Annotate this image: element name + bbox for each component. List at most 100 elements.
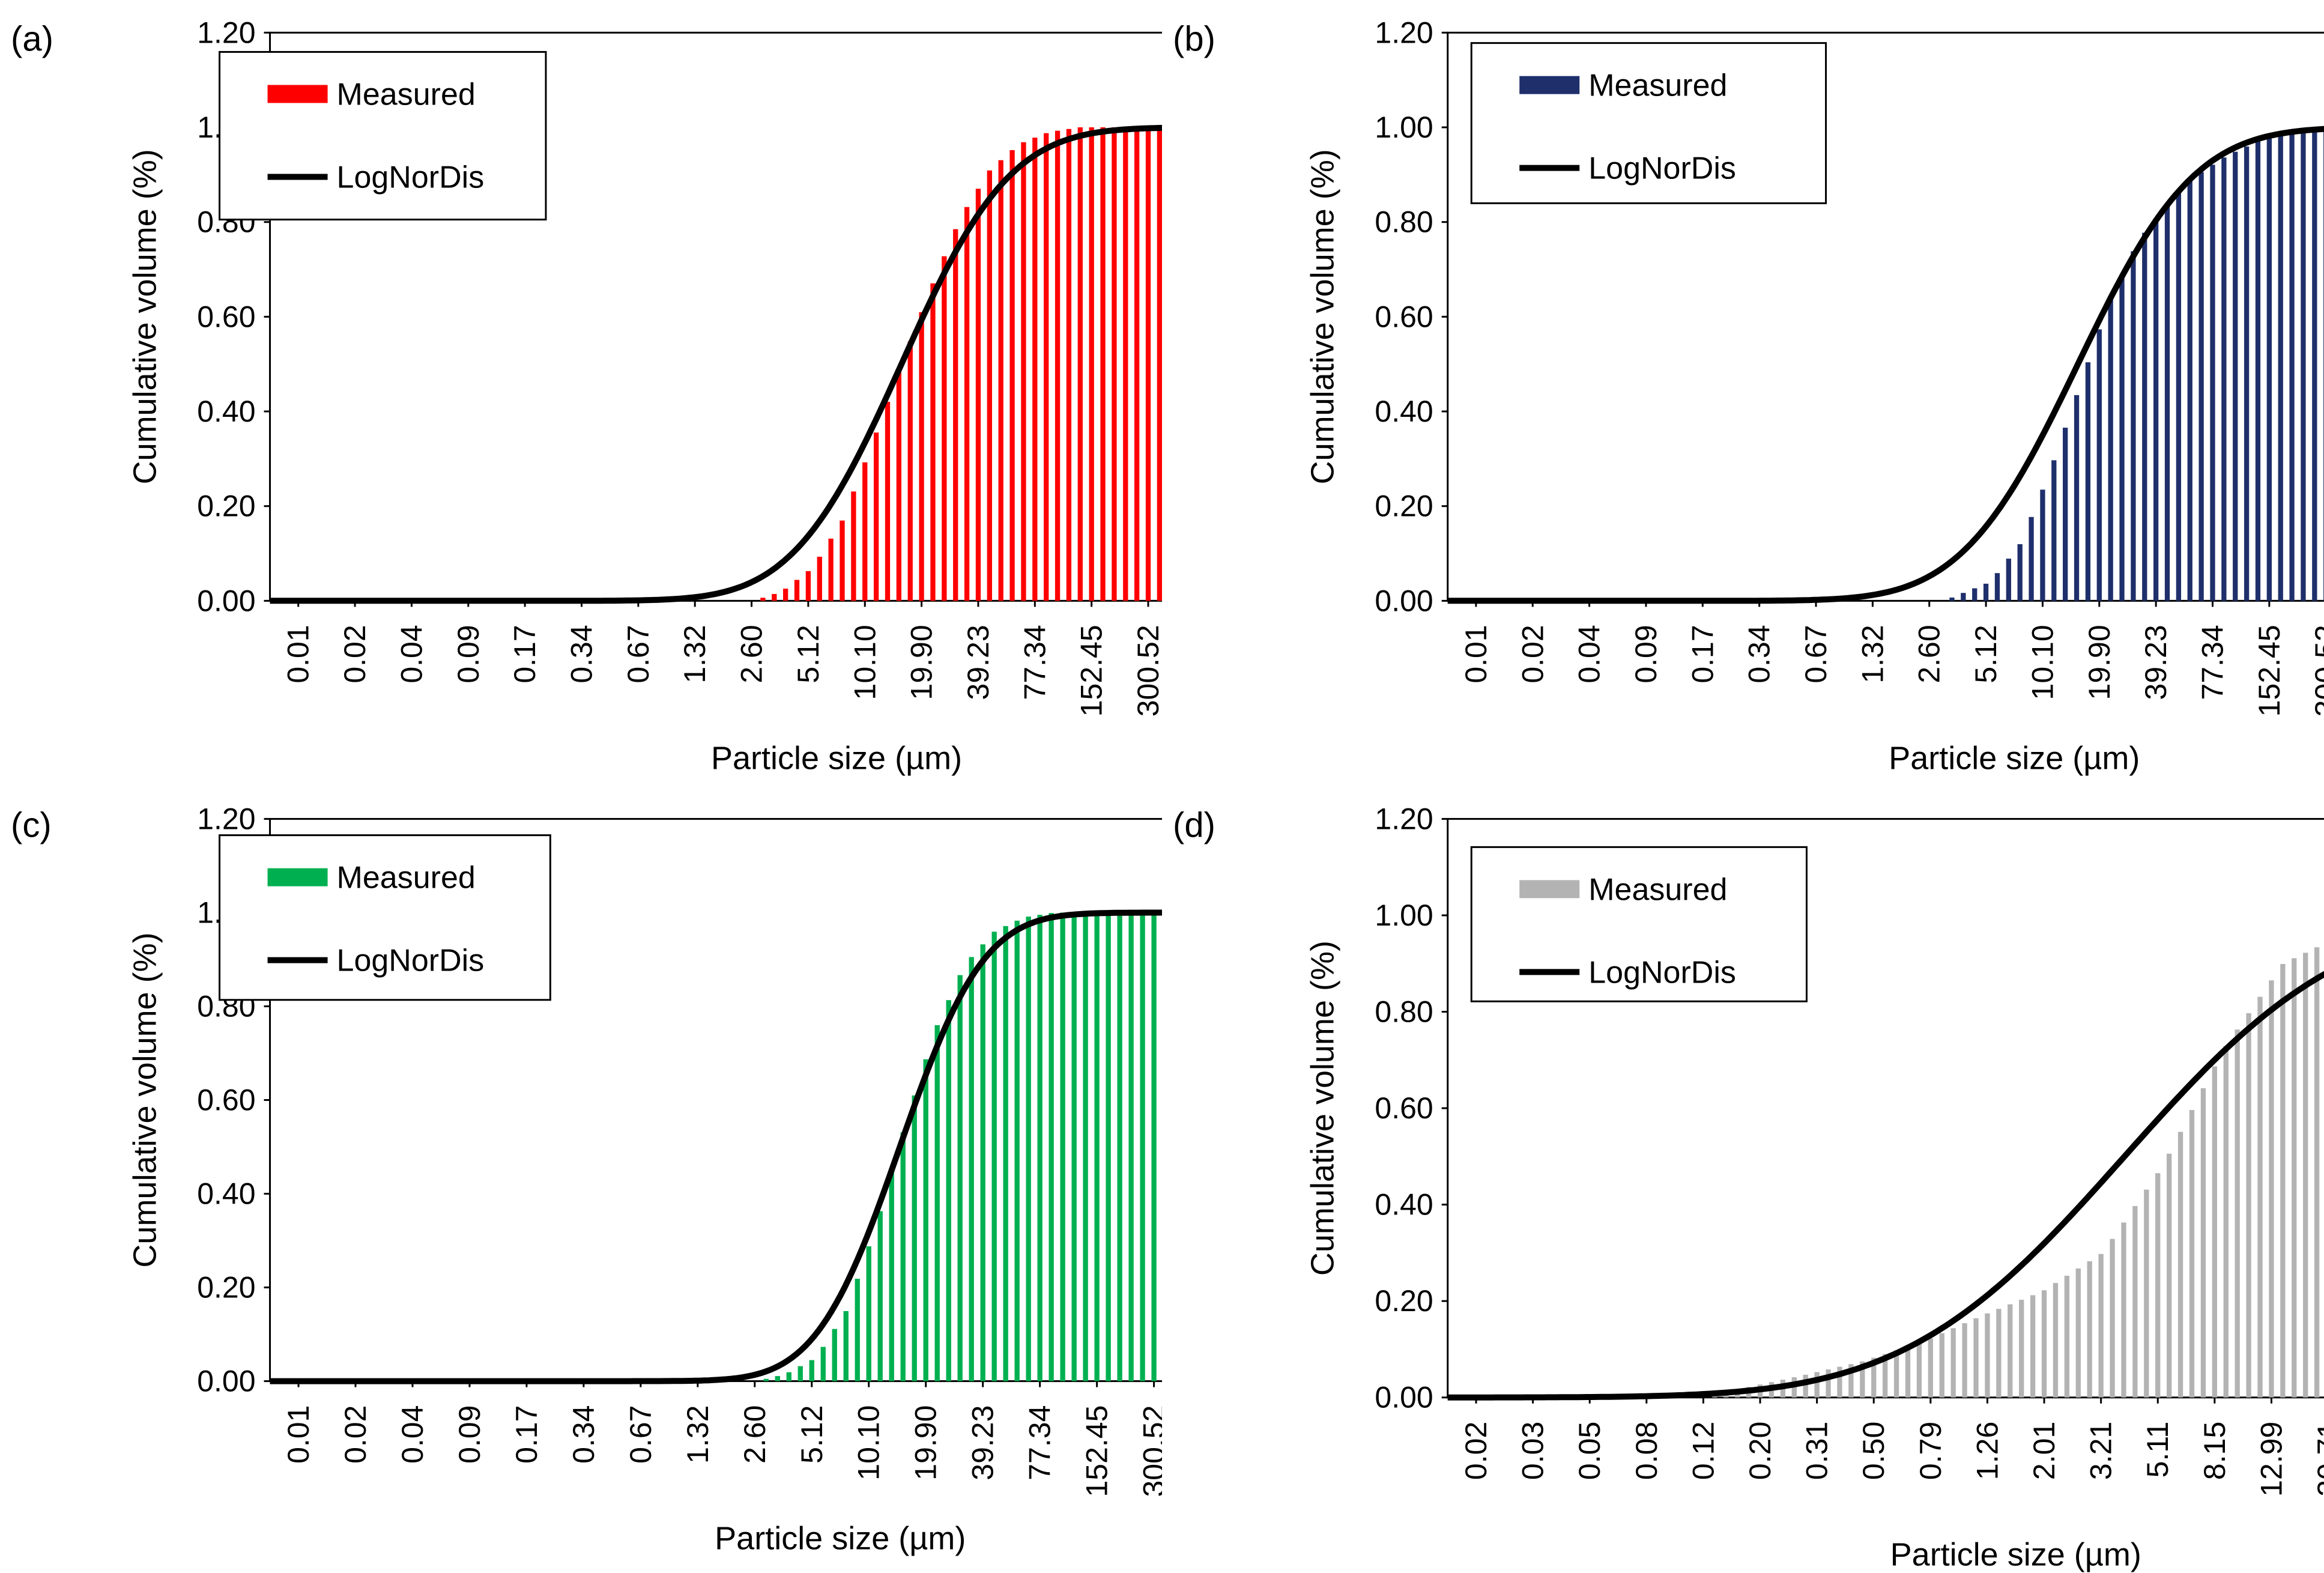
measured-bar (1916, 1342, 1922, 1398)
measured-bar (980, 944, 985, 1381)
measured-bar (1123, 127, 1128, 601)
measured-bar (2019, 1300, 2024, 1398)
x-tick-label: 0.04 (1573, 625, 1606, 683)
measured-bar (1026, 917, 1031, 1381)
x-tick-label: 0.50 (1857, 1422, 1890, 1480)
measured-bar (2189, 1110, 2195, 1398)
y-tick-label: 1.20 (197, 802, 255, 835)
measured-bar (775, 1376, 780, 1381)
legend-box (219, 834, 551, 1001)
x-tick-label: 300.52 (2309, 625, 2324, 717)
x-tick-label: 300.52 (1131, 625, 1162, 717)
chart-panel-c: 0.000.200.400.600.801.001.200.010.020.04… (11, 802, 1162, 1557)
measured-bar (1157, 127, 1162, 601)
panel-label: (d) (1173, 805, 1215, 844)
measured-bar (2041, 1290, 2047, 1398)
measured-bar (1134, 127, 1140, 601)
measured-bar (2142, 232, 2147, 601)
measured-bar (930, 283, 936, 601)
x-tick-label: 0.34 (567, 1405, 601, 1464)
measured-bar (877, 1211, 883, 1381)
measured-bar (1032, 138, 1038, 601)
x-tick-label: 19.90 (905, 625, 939, 700)
measured-bar (2223, 1046, 2229, 1398)
x-tick-label: 77.34 (1018, 625, 1052, 700)
measured-bar (817, 556, 822, 601)
x-tick-label: 0.05 (1573, 1422, 1606, 1480)
measured-bar (1151, 912, 1157, 1381)
measured-bar (1021, 142, 1026, 601)
x-tick-label: 5.12 (791, 625, 825, 683)
x-tick-label: 0.67 (624, 1405, 658, 1464)
measured-bar (1055, 130, 1061, 601)
measured-bar (2006, 559, 2011, 601)
measured-bar (2198, 172, 2204, 601)
measured-bar (1985, 1313, 1990, 1398)
x-tick-label: 152.45 (1080, 1405, 1114, 1497)
x-tick-label: 0.34 (564, 625, 598, 683)
measured-bar (1145, 127, 1151, 601)
measured-bar (1837, 1366, 1842, 1398)
lognordis-fit-line (270, 909, 1162, 1384)
measured-bar (2266, 138, 2272, 601)
y-tick-label: 0.00 (1375, 1381, 1433, 1414)
measured-bar (855, 1279, 860, 1381)
panel-label: (c) (11, 805, 52, 844)
measured-bar (866, 1246, 871, 1381)
measured-bar (2053, 1283, 2059, 1398)
y-tick-label: 0.60 (1375, 300, 1433, 333)
measured-bar (998, 160, 1003, 601)
legend-measured-swatch (267, 85, 328, 103)
measured-bar (1009, 150, 1015, 601)
legend-measured-label: Measured (337, 77, 476, 112)
measured-bar (2235, 1029, 2240, 1398)
measured-bar (1973, 1318, 1979, 1398)
x-tick-label: 2.01 (2027, 1422, 2061, 1480)
measured-bar (1994, 573, 2000, 601)
legend-box (1470, 846, 1808, 1002)
measured-bar (2187, 181, 2192, 601)
y-tick-label: 0.80 (1375, 995, 1433, 1029)
legend-measured-swatch (267, 868, 328, 887)
x-tick-label: 0.67 (622, 625, 655, 683)
measured-bar (2155, 1173, 2161, 1398)
measured-bar (1014, 920, 1020, 1381)
measured-bar (772, 593, 777, 601)
measured-bar (991, 932, 997, 1381)
measured-bar (2280, 964, 2286, 1398)
y-axis-title: Cumulative volume (%) (127, 149, 163, 484)
measured-bar (975, 189, 981, 601)
x-tick-label: 0.09 (452, 625, 485, 683)
y-tick-label: 0.20 (197, 489, 255, 523)
legend-measured-label: Measured (1588, 872, 1727, 907)
y-tick-label: 1.20 (1375, 16, 1433, 49)
measured-bar (1871, 1357, 1877, 1398)
x-tick-label: 0.67 (1799, 625, 1833, 683)
measured-bar (1049, 913, 1054, 1381)
measured-bar (957, 975, 963, 1381)
measured-bar (1117, 912, 1122, 1381)
measured-bar (2233, 151, 2238, 601)
x-axis-title: Particle size (µm) (715, 1521, 966, 1557)
measured-bar (1066, 129, 1072, 601)
legend-fit-label: LogNorDis (1588, 151, 1736, 186)
measured-bar (2292, 958, 2297, 1398)
x-tick-label: 0.01 (282, 1405, 315, 1464)
measured-bar (1037, 915, 1042, 1381)
y-tick-label: 0.00 (1375, 584, 1433, 617)
measured-bar (1106, 912, 1111, 1381)
y-tick-label: 1.20 (197, 16, 255, 49)
x-tick-label: 0.17 (508, 625, 542, 683)
measured-bar (2244, 146, 2250, 601)
lognordis-fit-line (270, 124, 1162, 604)
x-tick-label: 0.34 (1743, 625, 1776, 683)
measured-bar (946, 1000, 951, 1381)
measured-bar (2085, 362, 2091, 601)
legend-measured-label: Measured (1588, 68, 1727, 103)
legend-measured-label: Measured (337, 861, 476, 896)
x-tick-label: 1.32 (678, 625, 712, 683)
measured-bar (2246, 1013, 2251, 1398)
x-tick-label: 1.32 (1856, 625, 1889, 683)
measured-bar (907, 341, 913, 601)
